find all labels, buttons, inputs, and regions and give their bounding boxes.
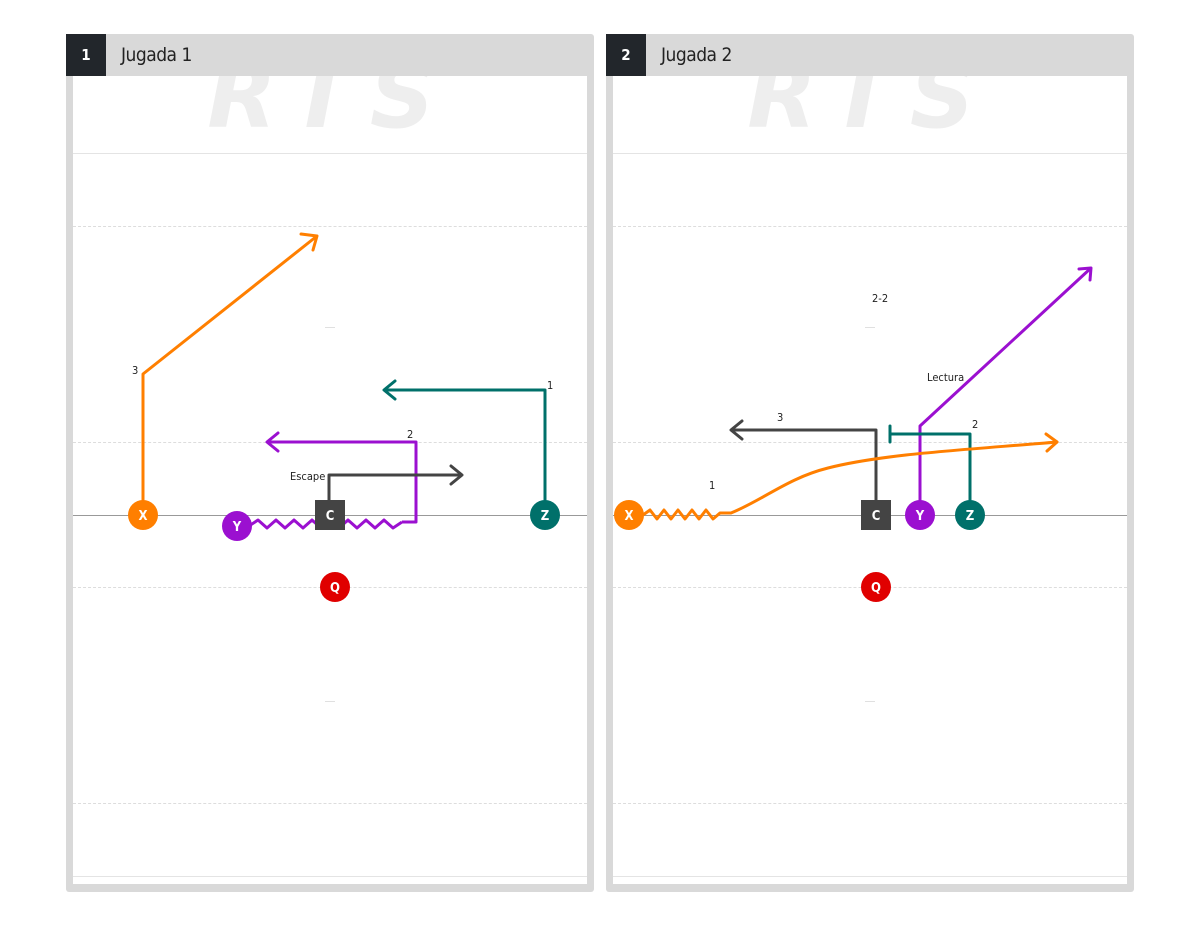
yard-line bbox=[73, 226, 587, 227]
route-x[interactable] bbox=[642, 432, 1059, 521]
player-y[interactable]: Y bbox=[905, 500, 935, 530]
play-field: RTS bbox=[613, 76, 1127, 884]
player-label: Y bbox=[915, 509, 925, 524]
player-label: Q bbox=[871, 581, 881, 596]
play-diagram: 2-2 Lectura 3 2 1 X C Y Z bbox=[614, 266, 1093, 602]
play-card-1[interactable]: 1 Jugada 1 RTS bbox=[66, 34, 594, 892]
route-label: 3 bbox=[777, 411, 783, 424]
hash-mark bbox=[325, 327, 335, 328]
yard-line bbox=[613, 803, 1127, 804]
player-label: X bbox=[138, 509, 147, 524]
player-c[interactable]: C bbox=[861, 500, 891, 530]
watermark-logo: RTS bbox=[747, 76, 993, 149]
player-x[interactable]: X bbox=[128, 500, 158, 530]
play-title[interactable]: Jugada 1 bbox=[121, 44, 192, 66]
player-label: C bbox=[326, 509, 335, 524]
player-x[interactable]: X bbox=[614, 500, 644, 530]
watermark-logo: RTS bbox=[207, 76, 453, 149]
player-label: X bbox=[624, 509, 633, 524]
route-c[interactable] bbox=[327, 464, 464, 502]
yard-line bbox=[613, 442, 1127, 443]
yard-line bbox=[613, 226, 1127, 227]
field-line bbox=[613, 153, 1127, 154]
player-label: C bbox=[872, 509, 881, 524]
field-line bbox=[613, 876, 1127, 877]
play-number-badge: 1 bbox=[66, 34, 106, 76]
hash-mark bbox=[865, 327, 875, 328]
yard-line bbox=[73, 803, 587, 804]
play-header: 1 Jugada 1 bbox=[66, 34, 594, 76]
route-label: 2 bbox=[407, 428, 413, 441]
player-q[interactable]: Q bbox=[861, 572, 891, 602]
play-number-badge: 2 bbox=[606, 34, 646, 76]
player-label: Q bbox=[330, 581, 340, 596]
hash-mark bbox=[325, 701, 335, 702]
route-y[interactable] bbox=[918, 266, 1093, 515]
player-label: Z bbox=[541, 509, 549, 524]
route-label: Escape bbox=[290, 470, 325, 483]
route-label: 1 bbox=[709, 479, 715, 492]
route-label: 1 bbox=[547, 379, 553, 392]
route-label: 3 bbox=[132, 364, 138, 377]
route-x[interactable] bbox=[141, 232, 319, 515]
field-line bbox=[73, 153, 587, 154]
player-z[interactable]: Z bbox=[955, 500, 985, 530]
route-label: 2 bbox=[972, 418, 978, 431]
route-label: 2-2 bbox=[872, 292, 888, 305]
hash-mark bbox=[865, 701, 875, 702]
field-line bbox=[73, 876, 587, 877]
play-card-2[interactable]: 2 Jugada 2 RTS bbox=[606, 34, 1134, 892]
route-c[interactable] bbox=[729, 419, 878, 502]
route-z[interactable] bbox=[382, 379, 547, 515]
player-label: Z bbox=[966, 509, 974, 524]
player-z[interactable]: Z bbox=[530, 500, 560, 530]
play-title[interactable]: Jugada 2 bbox=[661, 44, 732, 66]
route-label: Lectura bbox=[927, 371, 964, 384]
route-z[interactable] bbox=[888, 424, 972, 515]
play-header: 2 Jugada 2 bbox=[606, 34, 1134, 76]
player-q[interactable]: Q bbox=[320, 572, 350, 602]
play-diagram: 3 1 2 Escape X Y C Z Q bbox=[128, 232, 560, 602]
player-y[interactable]: Y bbox=[222, 511, 252, 541]
player-c[interactable]: C bbox=[315, 500, 345, 530]
play-field: RTS bbox=[73, 76, 587, 884]
player-label: Y bbox=[232, 520, 242, 535]
